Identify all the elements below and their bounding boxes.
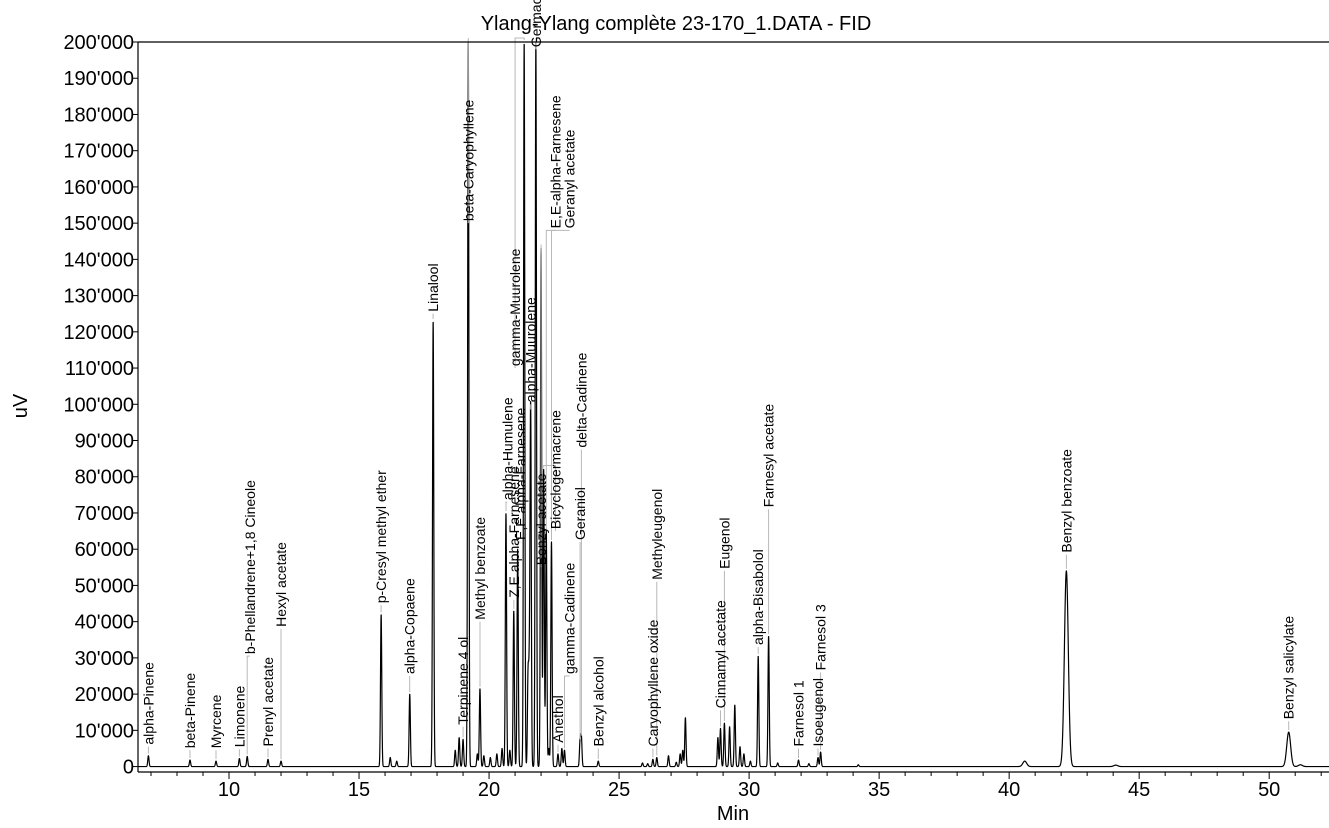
y-tick-label: 110'000 xyxy=(65,358,134,380)
peak-labels: alpha-Pinene beta-Pinene Myrcene Limonene b-… xyxy=(140,0,1296,748)
x-tick-label: 45 xyxy=(1128,779,1150,801)
peak-label: alpha-Bisabolol xyxy=(750,549,766,645)
peak-label: Limonene xyxy=(231,685,247,747)
peak-label: Isoeugenol xyxy=(810,678,826,747)
y-tick-label: 80'000 xyxy=(75,467,134,489)
peak-label: Terpinene 4 ol xyxy=(455,637,471,725)
peak-label: gamma-Cadinene xyxy=(562,563,578,674)
peak-label: Benzyl salicylate xyxy=(1281,616,1297,720)
x-tick-label: 40 xyxy=(998,779,1020,801)
x-ticks: 10 15 20 25 30 35 40 45 50 xyxy=(150,772,1322,801)
y-axis-label: uV xyxy=(10,393,32,418)
x-tick-label: 25 xyxy=(608,779,630,801)
x-tick-label: 35 xyxy=(868,779,890,801)
trace-layer xyxy=(137,41,1329,768)
peak-label: delta-Cadinene xyxy=(573,352,589,447)
peak-label: Myrcene xyxy=(208,694,224,748)
x-axis-label: Min xyxy=(717,803,749,825)
peak-label: Farnesol 1 xyxy=(791,680,807,746)
peak-label: beta-Caryophyllene xyxy=(460,99,476,221)
y-tick-label: 30'000 xyxy=(75,648,134,670)
y-tick-label: 50'000 xyxy=(75,575,134,597)
peak-label: beta-Pinene xyxy=(182,673,198,749)
peak-label: Hexyl acetate xyxy=(273,542,289,627)
peak-label: gamma-Muurolene xyxy=(507,248,523,366)
peak-leader xyxy=(246,655,250,755)
y-tick-label: 100'000 xyxy=(63,394,134,416)
peak-label: Z,E alpha-Farnesene xyxy=(506,466,522,598)
x-tick-label: 30 xyxy=(738,779,760,801)
peak-label: Eugenol xyxy=(716,518,732,569)
y-tick-label: 0 xyxy=(123,757,134,779)
peak-label: E,E-alpha-Farnesene xyxy=(547,95,563,228)
peak-label: Benzyl alcohol xyxy=(590,656,606,746)
y-ticks: 0 10'000 20'000 30'000 40'000 50'000 60'000 70'… xyxy=(63,32,138,779)
peak-label: alpha-Pinene xyxy=(140,662,156,745)
peak-leader xyxy=(514,37,525,369)
peak-label: Farnesol 3 xyxy=(813,604,829,670)
y-tick-label: 140'000 xyxy=(63,249,134,271)
axes xyxy=(137,41,1329,773)
peak-label: Methyleugenol xyxy=(649,489,665,580)
y-tick-label: 130'000 xyxy=(63,286,134,308)
peak-label: Bicyclogermacrene xyxy=(547,410,563,529)
peak-label: b-Phellandrene+1,8 Cineole xyxy=(242,480,258,654)
y-tick-label: 70'000 xyxy=(75,503,134,525)
peak-label: Geraniol xyxy=(572,487,588,540)
peak-label: alpha-Humulene xyxy=(499,397,515,500)
chart-title: Ylang-Ylang complète 23-170_1.DATA - FID xyxy=(481,13,872,35)
y-tick-label: 40'000 xyxy=(75,612,134,634)
peak-label: p-Cresyl methyl ether xyxy=(373,470,389,603)
y-tick-label: 190'000 xyxy=(63,68,134,90)
peak-label: Geranyl acetate xyxy=(562,129,578,228)
x-tick-label: 10 xyxy=(218,779,240,801)
y-tick-label: 10'000 xyxy=(75,720,134,742)
peak-leader xyxy=(543,465,556,532)
y-tick-label: 120'000 xyxy=(63,322,134,344)
y-tick-label: 60'000 xyxy=(75,539,134,561)
peak-label: Linalool xyxy=(425,263,441,311)
x-tick-label: 50 xyxy=(1258,779,1280,801)
peak-label: alpha-Copaene xyxy=(402,578,418,674)
peak-label: Farnesyl acetate xyxy=(761,404,777,508)
x-tick-label: 20 xyxy=(478,779,500,801)
y-tick-label: 170'000 xyxy=(63,141,134,163)
peak-label: Prenyl acetate xyxy=(260,657,276,747)
y-tick-label: 150'000 xyxy=(63,213,134,235)
peak-label: Anethol xyxy=(550,695,566,742)
peak-label: Cinnamyl acetate xyxy=(713,600,729,708)
y-tick-label: 160'000 xyxy=(63,177,134,199)
y-tick-label: 180'000 xyxy=(63,104,134,126)
peak-label-leaders xyxy=(147,37,1290,760)
peak-leader xyxy=(551,229,570,540)
peak-label: Benzyl benzoate xyxy=(1058,449,1074,553)
peak-label: alpha-Muurolene xyxy=(523,297,539,402)
peak-label: Methyl benzoate xyxy=(472,517,488,620)
peak-leader xyxy=(517,541,521,548)
peak-label: E,E alpha-Farnesene xyxy=(512,407,528,540)
chromatogram-trace xyxy=(137,41,1329,768)
peak-leader xyxy=(564,675,570,749)
y-tick-label: 90'000 xyxy=(75,431,134,453)
peak-label: Benzyl acetate xyxy=(533,473,549,565)
x-tick-label: 15 xyxy=(348,779,370,801)
peak-leader xyxy=(505,501,508,511)
y-tick-label: 200'000 xyxy=(63,32,134,54)
peak-label: Germacrene D xyxy=(528,0,544,47)
peak-label: Caryophyllene oxide xyxy=(645,619,661,746)
y-tick-label: 20'000 xyxy=(75,684,134,706)
